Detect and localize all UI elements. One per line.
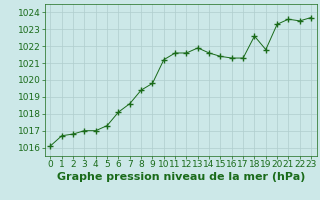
X-axis label: Graphe pression niveau de la mer (hPa): Graphe pression niveau de la mer (hPa) xyxy=(57,172,305,182)
